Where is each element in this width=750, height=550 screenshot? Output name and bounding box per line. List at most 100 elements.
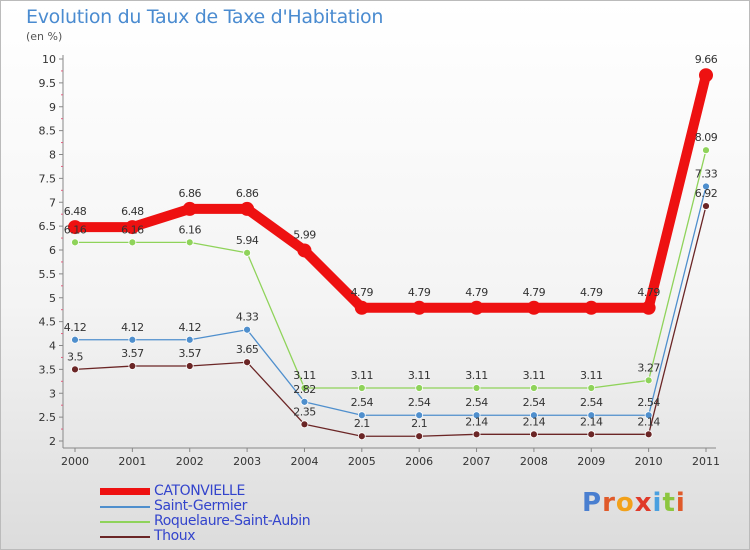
data-label: 4.79 <box>637 286 660 299</box>
data-point-0 <box>699 68 713 83</box>
x-tick-label: 2010 <box>635 455 663 468</box>
data-label: 9.66 <box>695 53 718 66</box>
x-tick-label: 2001 <box>118 455 146 468</box>
data-point-2 <box>415 384 424 392</box>
data-point-3 <box>702 202 710 210</box>
data-point-0 <box>125 220 140 235</box>
data-label: 6.48 <box>121 205 144 218</box>
series-line-1 <box>74 185 707 416</box>
legend-label-thoux: Thoux <box>154 528 196 544</box>
data-label: 5.99 <box>293 228 316 241</box>
data-label: 5.94 <box>236 234 259 247</box>
legend-swatch-thoux <box>100 536 150 538</box>
data-label: 2.14 <box>637 415 660 428</box>
data-point-0 <box>584 300 599 315</box>
data-point-1 <box>644 411 653 420</box>
data-label: 2.54 <box>408 396 431 409</box>
y-tick-label: 3.5 <box>39 363 57 376</box>
data-label: 6.16 <box>64 223 87 236</box>
data-label: 3.11 <box>408 369 431 382</box>
data-label: 3.11 <box>293 369 316 382</box>
data-point-0 <box>297 243 312 258</box>
data-label: 4.12 <box>178 321 201 334</box>
data-label: 6.16 <box>178 223 201 236</box>
data-label: 7.33 <box>695 167 718 180</box>
y-tick-label: 2 <box>49 435 56 448</box>
data-point-1 <box>71 335 79 344</box>
legend-swatch-roquelaure <box>100 521 150 523</box>
legend-label-catonvielle: CATONVIELLE <box>154 483 245 499</box>
data-label: 3.5 <box>67 350 83 363</box>
data-label: 6.48 <box>64 205 87 218</box>
data-label: 3.27 <box>637 361 660 374</box>
data-label: 2.1 <box>411 417 427 430</box>
data-label: 6.16 <box>121 223 144 236</box>
legend-swatch-catonvielle <box>100 488 150 495</box>
x-tick-label: 2009 <box>577 455 605 468</box>
y-tick-label: 9 <box>49 101 56 114</box>
data-point-0 <box>526 300 541 315</box>
data-point-1 <box>300 397 309 406</box>
data-point-1 <box>530 411 538 420</box>
data-point-2 <box>530 384 538 392</box>
y-tick-label: 8.5 <box>39 125 57 138</box>
x-tick-label: 2000 <box>61 455 89 468</box>
data-label: 8.09 <box>695 131 718 144</box>
data-point-3 <box>587 430 596 439</box>
data-point-2 <box>644 376 653 385</box>
data-label: 2.14 <box>580 415 603 428</box>
data-point-2 <box>185 238 194 247</box>
data-point-0 <box>412 300 427 315</box>
legend-label-roquelaure: Roquelaure-Saint-Aubin <box>154 513 311 529</box>
x-tick-label: 2003 <box>233 455 261 468</box>
y-tick-label: 4 <box>49 340 56 353</box>
data-label: 4.79 <box>465 286 488 299</box>
data-point-0 <box>354 300 369 315</box>
y-tick-label: 5.5 <box>39 268 57 281</box>
data-point-3 <box>472 430 481 439</box>
data-label: 3.11 <box>523 369 546 382</box>
data-label: 4.79 <box>580 286 603 299</box>
data-point-0 <box>641 300 656 315</box>
data-label: 6.92 <box>695 187 718 200</box>
data-point-3 <box>243 358 251 367</box>
data-point-3 <box>644 430 653 439</box>
y-tick-label: 10 <box>42 53 56 66</box>
series-line-0 <box>70 70 711 313</box>
data-label: 3.57 <box>178 347 201 360</box>
data-label: 3.11 <box>580 369 603 382</box>
data-label: 2.54 <box>523 396 546 409</box>
y-tick-label: 4.5 <box>39 316 57 329</box>
data-point-3 <box>415 432 424 441</box>
data-point-1 <box>587 411 596 420</box>
data-point-2 <box>702 146 710 155</box>
data-label: 4.79 <box>408 286 431 299</box>
data-point-2 <box>71 238 79 247</box>
data-point-1 <box>243 325 251 334</box>
y-tick-label: 2.5 <box>39 411 57 424</box>
data-point-0 <box>182 201 197 216</box>
data-label: 4.79 <box>523 286 546 299</box>
data-point-2 <box>128 238 137 247</box>
data-point-2 <box>472 384 481 392</box>
data-label: 3.11 <box>465 369 488 382</box>
data-point-0 <box>68 220 82 235</box>
proxiti-logo: Proxiti <box>582 488 686 518</box>
legend-swatch-saint-germier <box>100 506 150 508</box>
data-label: 2.54 <box>351 396 374 409</box>
data-point-0 <box>240 201 255 216</box>
data-label: 4.79 <box>351 286 374 299</box>
y-tick-label: 7.5 <box>39 172 57 185</box>
x-tick-label: 2008 <box>520 455 548 468</box>
y-tick-label: 8 <box>49 149 56 162</box>
y-tick-label: 3 <box>49 387 56 400</box>
data-point-2 <box>587 384 596 392</box>
x-tick-label: 2004 <box>290 455 318 468</box>
data-label: 3.11 <box>351 369 374 382</box>
legend-label-saint-germier: Saint-Germier <box>154 498 247 514</box>
data-point-3 <box>530 430 538 439</box>
data-point-2 <box>243 248 251 257</box>
data-label: 2.82 <box>293 383 316 396</box>
data-label: 4.33 <box>236 311 259 324</box>
